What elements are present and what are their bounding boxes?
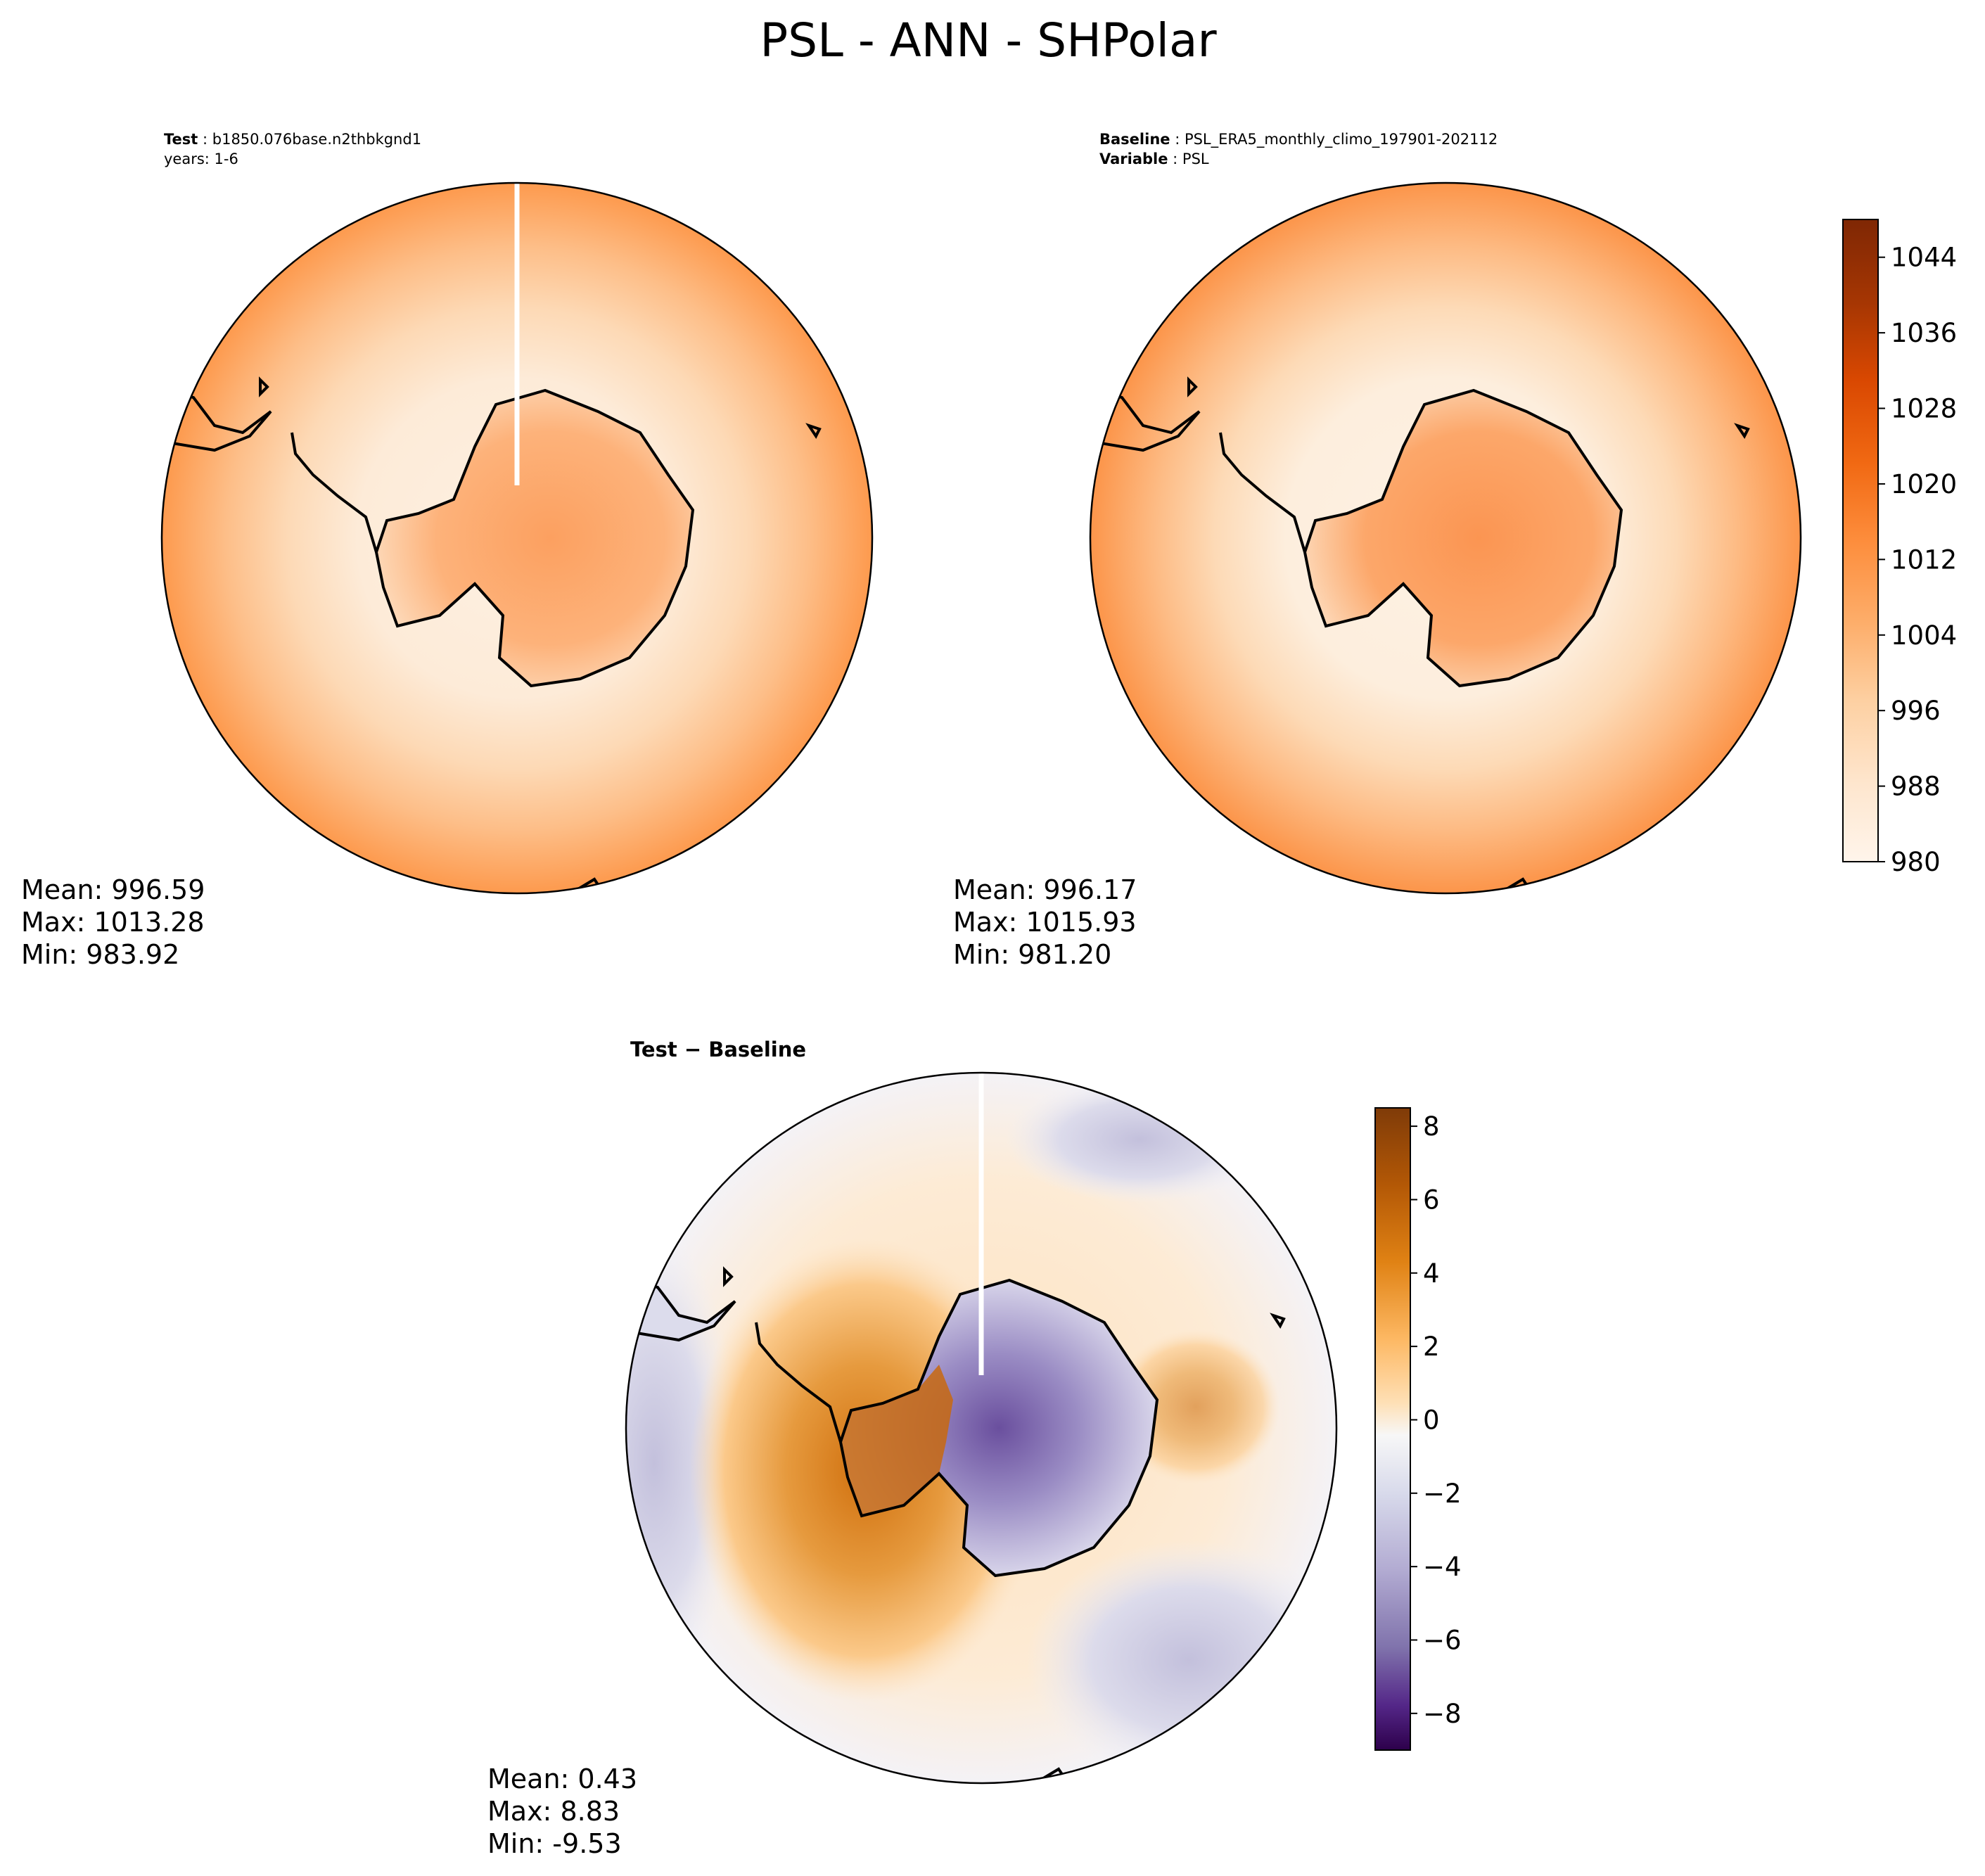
baseline-south-america-tip bbox=[1090, 389, 1201, 452]
diff-negative-southeast bbox=[1027, 1540, 1336, 1780]
absolute-colorbar-tick-label: 996 bbox=[1891, 696, 1941, 726]
baseline-map-boundary bbox=[1089, 181, 1802, 895]
diff-coastline bbox=[838, 1278, 1159, 1578]
baseline-map bbox=[1090, 183, 1801, 893]
test-map-boundary bbox=[160, 181, 874, 895]
diff-island bbox=[1270, 1313, 1286, 1329]
test-stat-min: Min: 983.92 bbox=[21, 939, 179, 970]
absolute-colorbar-ramp bbox=[1842, 219, 1879, 862]
diff-positive-east bbox=[1111, 1329, 1280, 1484]
absolute-colorbar-tick-label: 1012 bbox=[1891, 544, 1957, 575]
difference-colorbar-tick-label: 4 bbox=[1423, 1258, 1440, 1289]
baseline-antarctica bbox=[1090, 376, 1750, 891]
test-coastline bbox=[374, 388, 695, 688]
difference-colorbar-ramp bbox=[1374, 1107, 1411, 1751]
difference-colorbar-ticks: 8 6 4 2 0 −2 −4 −6 −8 bbox=[1410, 1111, 1462, 1729]
test-island bbox=[259, 376, 269, 397]
diff-negative-west bbox=[626, 1231, 739, 1695]
baseline-variable-bold: Variable bbox=[1099, 151, 1168, 167]
diff-continent-fill bbox=[841, 1280, 1157, 1576]
diff-south-america-tip bbox=[626, 1279, 736, 1342]
baseline-peninsula bbox=[1219, 432, 1306, 553]
test-stat-max: Max: 1013.28 bbox=[21, 907, 205, 938]
test-peninsula bbox=[291, 432, 378, 553]
diff-panel: Test − Baseline Mean: 0.43 Max: 8 bbox=[487, 1038, 1338, 1859]
absolute-colorbar-tick-label: 1020 bbox=[1891, 469, 1957, 499]
difference-colorbar-tick-label: 6 bbox=[1423, 1185, 1440, 1215]
absolute-colorbar: 980 988 996 1004 1012 1020 1028 1036 1044 bbox=[1842, 219, 1957, 877]
test-continent-fill bbox=[376, 390, 693, 686]
difference-colorbar-tick-label: −6 bbox=[1423, 1625, 1462, 1655]
difference-colorbar-tick-label: 8 bbox=[1423, 1111, 1440, 1142]
diff-title-baseline: Baseline bbox=[708, 1038, 806, 1061]
diff-map-boundary bbox=[625, 1071, 1338, 1785]
test-stat-mean: Mean: 996.59 bbox=[21, 874, 205, 905]
baseline-stat-max: Max: 1015.93 bbox=[953, 907, 1137, 938]
diff-title-test: Test bbox=[630, 1038, 677, 1061]
absolute-colorbar-tick-label: 1004 bbox=[1891, 620, 1957, 651]
difference-colorbar-tick-label: −8 bbox=[1423, 1699, 1462, 1729]
diff-stat-max: Max: 8.83 bbox=[487, 1796, 620, 1827]
test-antarctica bbox=[162, 376, 822, 891]
diff-stat-min: Min: -9.53 bbox=[487, 1828, 622, 1859]
baseline-island bbox=[1187, 376, 1198, 397]
absolute-colorbar-tick-label: 1036 bbox=[1891, 318, 1957, 348]
diff-stat-mean: Mean: 0.43 bbox=[487, 1763, 637, 1794]
diff-negative-northeast bbox=[1006, 1076, 1273, 1203]
test-map bbox=[162, 183, 872, 893]
test-label-case: : b1850.076base.n2thbkgnd1 bbox=[198, 131, 421, 148]
absolute-colorbar-tick-label: 988 bbox=[1891, 772, 1941, 802]
difference-colorbar-tick-label: 0 bbox=[1423, 1405, 1440, 1435]
absolute-colorbar-tick-label: 980 bbox=[1891, 847, 1941, 877]
test-south-america-tip bbox=[162, 389, 272, 452]
baseline-stat-min: Min: 981.20 bbox=[953, 939, 1111, 970]
diff-antarctica bbox=[626, 1266, 1286, 1781]
difference-colorbar-tick-label: −4 bbox=[1423, 1552, 1462, 1582]
absolute-colorbar-tick-label: 1044 bbox=[1891, 243, 1957, 273]
baseline-label: Baseline : PSL_ERA5_monthly_climo_197901… bbox=[1099, 131, 1498, 148]
baseline-label-bold: Baseline bbox=[1099, 131, 1170, 148]
baseline-variable-value: : PSL bbox=[1168, 151, 1208, 167]
difference-colorbar-tick-label: 2 bbox=[1423, 1332, 1440, 1362]
baseline-panel: Baseline : PSL_ERA5_monthly_climo_197901… bbox=[953, 131, 1802, 970]
diff-island bbox=[723, 1266, 734, 1287]
baseline-variable: Variable : PSL bbox=[1099, 151, 1209, 167]
difference-colorbar: 8 6 4 2 0 −2 −4 −6 −8 bbox=[1374, 1107, 1462, 1751]
test-island bbox=[805, 423, 822, 439]
figure-title: PSL - ANN - SHPolar bbox=[760, 13, 1217, 68]
baseline-island bbox=[1734, 423, 1750, 439]
difference-colorbar-tick-label: −2 bbox=[1423, 1479, 1462, 1509]
baseline-stat-mean: Mean: 996.17 bbox=[953, 874, 1137, 905]
diff-title: Test − Baseline bbox=[630, 1038, 806, 1061]
absolute-colorbar-tick-label: 1028 bbox=[1891, 394, 1957, 424]
test-years: years: 1-6 bbox=[164, 151, 238, 167]
baseline-continent-fill bbox=[1305, 390, 1621, 686]
baseline-coastline bbox=[1303, 388, 1623, 688]
diff-peninsula bbox=[755, 1322, 842, 1443]
absolute-colorbar-ticks: 980 988 996 1004 1012 1020 1028 1036 1044 bbox=[1878, 243, 1957, 877]
test-label-bold: Test bbox=[164, 131, 198, 148]
test-label: Test : b1850.076base.n2thbkgnd1 bbox=[164, 131, 421, 148]
baseline-label-case: : PSL_ERA5_monthly_climo_197901-202112 bbox=[1170, 131, 1498, 148]
diff-title-minus: − bbox=[677, 1038, 709, 1061]
test-panel: Test : b1850.076base.n2thbkgnd1 years: 1… bbox=[21, 131, 874, 970]
diff-map bbox=[626, 1073, 1336, 1783]
diff-west-antarctica-warm bbox=[841, 1365, 953, 1516]
